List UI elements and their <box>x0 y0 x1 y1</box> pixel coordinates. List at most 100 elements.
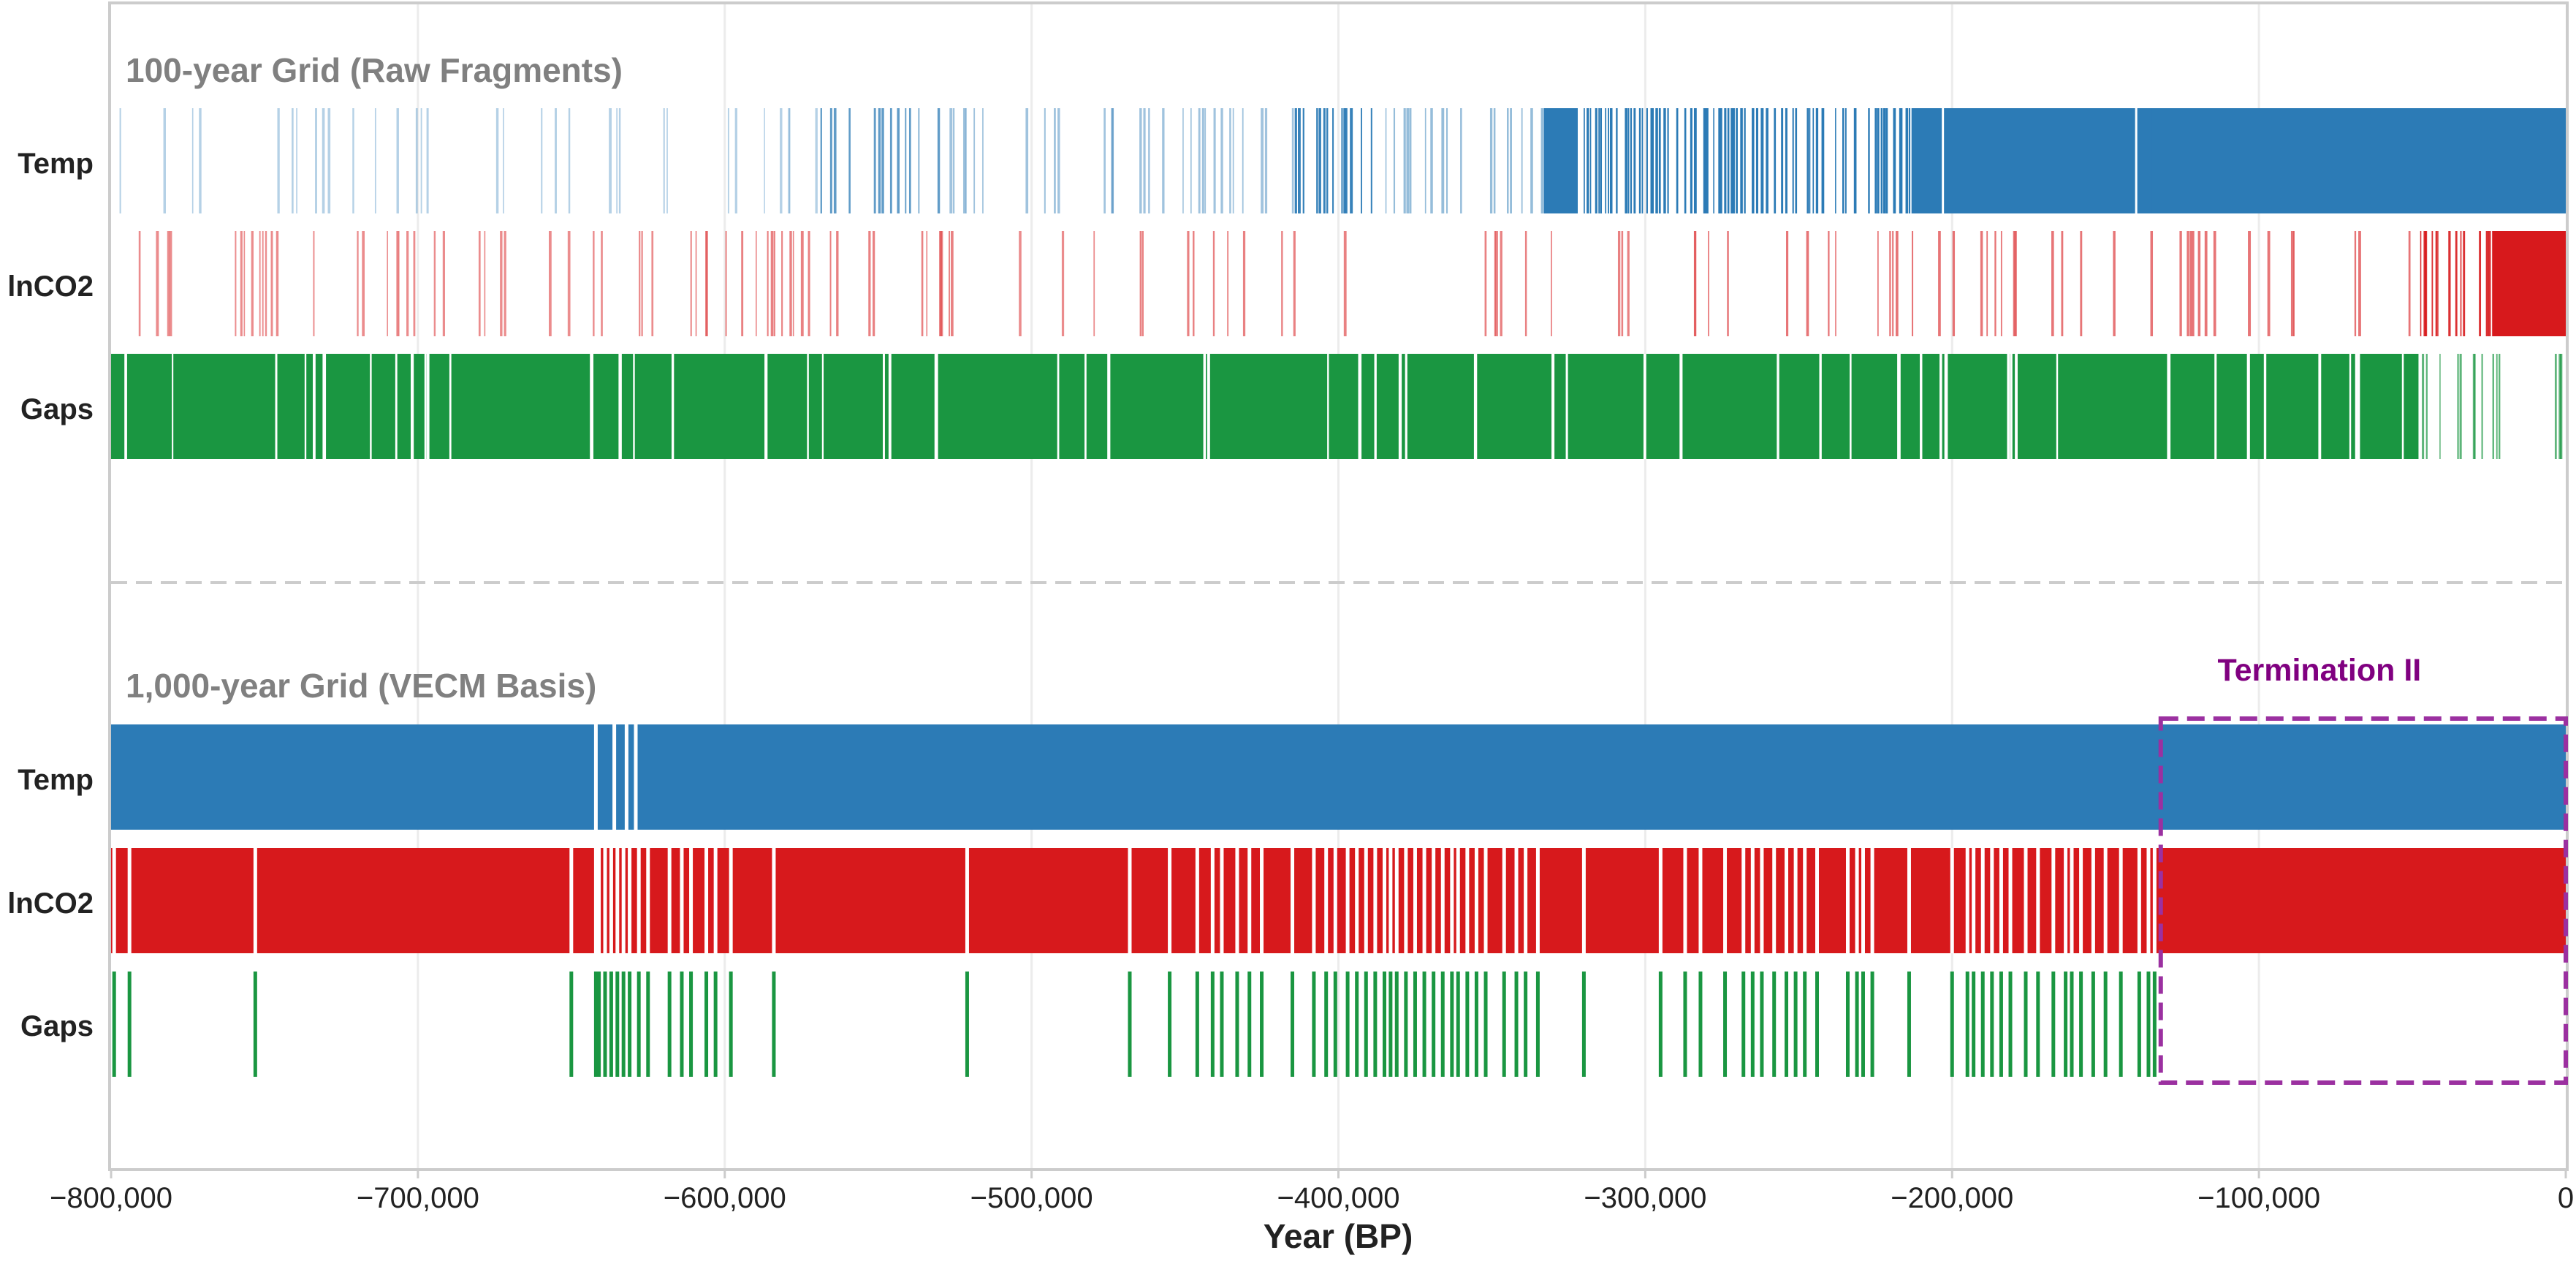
bar-temp-100yr-fragment <box>1905 108 1909 213</box>
bar-temp-100yr-fragment <box>1111 108 1114 213</box>
bar-gaps-100yr-break <box>1643 354 1646 459</box>
bar-temp-100yr-fragment <box>1713 108 1714 213</box>
bar-lnco2-100yr-fragment <box>2080 231 2083 336</box>
bar-lnco2-1000yr-break <box>2064 848 2068 953</box>
bar-lnco2-1000yr-break <box>1760 848 1764 953</box>
bar-lnco2-100yr-fragment <box>1627 231 1630 336</box>
bar-temp-100yr-fragment <box>1361 108 1362 213</box>
bar-gaps-1000yr-mark <box>2024 972 2028 1077</box>
bar-gaps-1000yr-mark <box>1195 972 1199 1077</box>
bar-gaps-100yr-fragment <box>2459 354 2462 459</box>
bar-temp-100yr-fragment <box>1616 108 1618 213</box>
bar-lnco2-1000yr-break <box>965 848 969 953</box>
row-label-temp-100yr: Temp <box>18 148 94 180</box>
bar-lnco2-1000yr-break <box>621 848 626 953</box>
bar-gaps-1000yr-mark <box>1394 972 1399 1077</box>
bar-temp-100yr-fragment <box>1148 108 1150 213</box>
bar-lnco2-1000yr-break <box>1483 848 1488 953</box>
bar-temp-1000yr-break <box>624 724 628 830</box>
bar-temp-100yr-fragment <box>1332 108 1334 213</box>
bar-gaps-1000yr-mark <box>1220 972 1224 1077</box>
bar-lnco2-1000yr-break <box>704 848 709 953</box>
bar-temp-100yr-fragment <box>1766 108 1768 213</box>
bar-temp-100yr-fragment <box>918 108 920 213</box>
bar-lnco2-1000yr-break <box>2103 848 2108 953</box>
bar-gaps-100yr-break <box>1398 354 1402 459</box>
bar-temp-100yr-fragment <box>609 108 612 213</box>
bar-gaps-100yr-solid <box>111 354 2520 459</box>
bar-lnco2-100yr-fragment <box>1500 231 1502 336</box>
bar-lnco2-1000yr-break <box>2146 848 2151 953</box>
bar-lnco2-1000yr-break <box>628 848 632 953</box>
bar-gaps-1000yr-mark <box>772 972 776 1077</box>
bar-temp-100yr-fragment <box>973 108 976 213</box>
bar-lnco2-1000yr-break <box>1195 848 1199 953</box>
bar-lnco2-100yr-fragment <box>2463 231 2466 336</box>
bar-lnco2-100yr-fragment <box>270 231 273 336</box>
bar-temp-100yr-fragment <box>1650 108 1653 213</box>
bar-gaps-100yr-break <box>888 354 892 459</box>
bar-temp-100yr-fragment <box>1213 108 1216 213</box>
x-tick-label: −100,000 <box>2197 1182 2320 1214</box>
bar-lnco2-100yr-fragment <box>1727 231 1729 336</box>
bar-lnco2-1000yr-break <box>1785 848 1789 953</box>
bar-temp-100yr-fragment <box>1899 108 1901 213</box>
bar-gaps-1000yr-mark <box>1168 972 1172 1077</box>
bar-gaps-100yr-break <box>1327 354 1329 459</box>
bar-lnco2-100yr-fragment <box>1980 231 1983 336</box>
bar-temp-100yr-fragment <box>1424 108 1426 213</box>
bar-gaps-100yr-break <box>883 354 885 459</box>
bar-lnco2-100yr-fragment <box>1187 231 1190 336</box>
bar-gaps-100yr-tail-clear <box>2418 354 2566 459</box>
bar-gaps-100yr-fragment <box>2425 354 2428 459</box>
bar-temp-100yr-fragment <box>1911 108 1913 213</box>
bar-lnco2-100yr-fragment <box>690 231 692 336</box>
bar-gaps-1000yr-mark <box>1333 972 1337 1077</box>
bar-gaps-1000yr-mark <box>628 972 632 1077</box>
bar-lnco2-100yr-fragment <box>601 231 603 336</box>
bar-temp-100yr-break <box>1942 108 1945 213</box>
bar-lnco2-100yr-fragment <box>1986 231 1988 336</box>
bar-gaps-100yr-break <box>1819 354 1822 459</box>
bar-lnco2-1000yr-break <box>1990 848 1994 953</box>
bar-lnco2-100yr-fragment <box>396 231 399 336</box>
bar-temp-100yr-fragment <box>848 108 851 213</box>
bar-lnco2-1000yr-break <box>1581 848 1586 953</box>
bar-lnco2-1000yr-break <box>1845 848 1850 953</box>
bar-lnco2-1000yr-break <box>1422 848 1426 953</box>
bar-temp-100yr-fragment <box>1323 108 1326 213</box>
bar-temp-100yr-fragment <box>1057 108 1060 213</box>
bar-temp-100yr-fragment <box>1633 108 1636 213</box>
bar-lnco2-100yr-fragment <box>2192 231 2195 336</box>
bar-lnco2-100yr-fragment <box>1786 231 1789 336</box>
bar-temp-1000yr-break <box>634 724 638 830</box>
bar-gaps-1000yr-mark <box>112 972 116 1077</box>
bar-lnco2-100yr-fragment <box>1524 231 1527 336</box>
x-tick-label: −400,000 <box>1277 1182 1400 1214</box>
bar-lnco2-1000yr-break <box>1388 848 1393 953</box>
bar-temp-100yr-fragment <box>1403 108 1406 213</box>
bar-lnco2-1000yr-break <box>1260 848 1264 953</box>
bar-lnco2-1000yr-break <box>1793 848 1798 953</box>
bar-gaps-100yr-break <box>1107 354 1111 459</box>
bar-temp-100yr-fragment <box>1294 108 1297 213</box>
bar-gaps-1000yr-mark <box>603 972 607 1077</box>
bar-lnco2-100yr-fragment <box>2013 231 2015 336</box>
bar-lnco2-100yr-fragment <box>2150 231 2154 336</box>
x-tick-label: −800,000 <box>50 1182 172 1214</box>
bar-lnco2-1000yr-break <box>1772 848 1777 953</box>
bar-lnco2-1000yr-break <box>713 848 718 953</box>
bar-lnco2-100yr-fragment <box>569 231 571 336</box>
bar-gaps-100yr-break <box>2214 354 2217 459</box>
bar-lnco2-100yr-fragment <box>949 231 950 336</box>
bar-gaps-100yr-break <box>1920 354 1923 459</box>
bar-gaps-1000yr-mark <box>1803 972 1807 1077</box>
bar-gaps-100yr-break <box>2318 354 2322 459</box>
bar-lnco2-100yr-fragment <box>1892 231 1894 336</box>
bar-lnco2-100yr-fragment <box>235 231 237 336</box>
bar-gaps-100yr-break <box>1939 354 1942 459</box>
bar-lnco2-100yr-fragment <box>2189 231 2192 336</box>
bar-gaps-100yr-break <box>1374 354 1377 459</box>
bar-temp-1000yr-break <box>612 724 617 830</box>
